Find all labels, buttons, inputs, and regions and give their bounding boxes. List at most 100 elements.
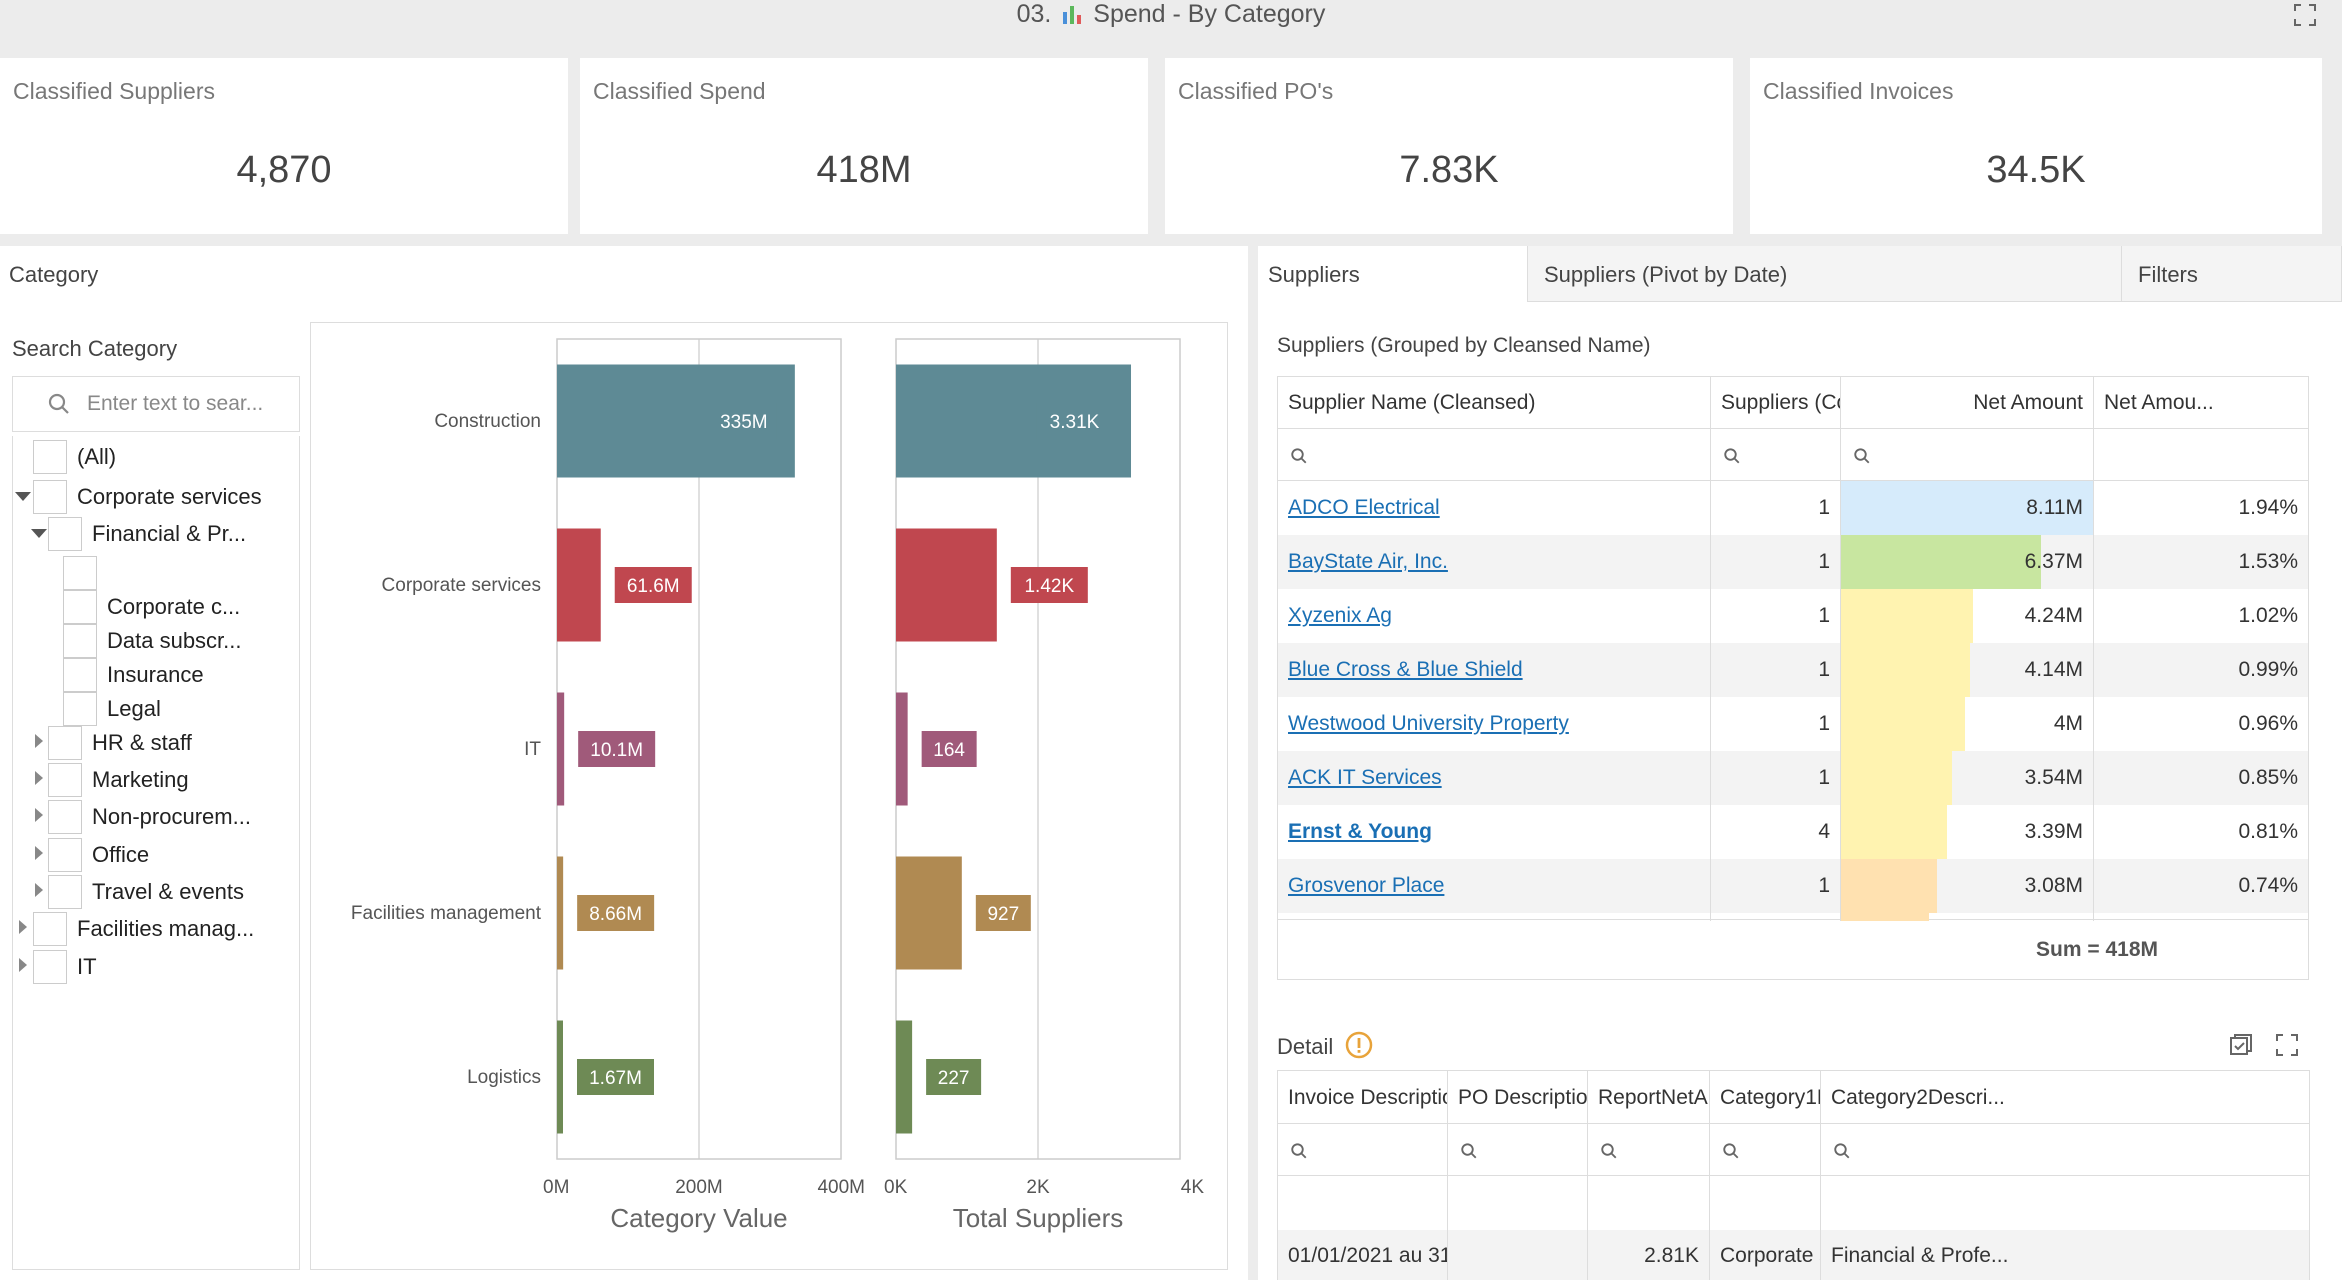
supplier-name-cell: BayState Air, Inc. <box>1278 535 1711 589</box>
kpi-card-suppliers[interactable]: Classified Suppliers 4,870 <box>0 58 568 234</box>
supplier-link[interactable]: Westwood University Property <box>1288 712 1569 735</box>
kpi-card-spend[interactable]: Classified Spend 418M <box>580 58 1148 234</box>
table-row[interactable]: Grosvenor Place 1 3.08M 0.74% <box>1278 859 2308 913</box>
filter-cell[interactable] <box>1841 429 2094 481</box>
tree-checkbox[interactable] <box>63 624 97 658</box>
column-header[interactable]: Net Amount <box>1841 377 2094 429</box>
detail-cell[interactable]: Corporate s... <box>1710 1230 1821 1280</box>
supplier-link[interactable]: ACK IT Services <box>1288 766 1442 789</box>
column-header[interactable]: Net Amou... <box>2094 377 2308 429</box>
tree-item[interactable]: Non-procurem... <box>13 796 299 836</box>
table-row[interactable]: ADCO Electrical 1 8.11M 1.94% <box>1278 481 2308 535</box>
tree-item[interactable]: Travel & events <box>13 871 299 911</box>
filter-cell[interactable] <box>1711 429 1841 481</box>
tab-filters[interactable]: Filters <box>2122 246 2342 302</box>
detail-cell[interactable]: Financial & Profe... <box>1821 1230 2310 1280</box>
kpi-card-pos[interactable]: Classified PO's 7.83K <box>1165 58 1733 234</box>
table-row[interactable]: ACK IT Services 1 3.54M 0.85% <box>1278 751 2308 805</box>
column-header[interactable]: Category1D... <box>1710 1070 1821 1124</box>
table-row[interactable]: Ernst & Young 4 3.39M 0.81% <box>1278 805 2308 859</box>
tree-checkbox[interactable] <box>48 726 82 760</box>
tree-checkbox[interactable] <box>63 556 97 590</box>
chevron-right-icon[interactable] <box>35 734 43 748</box>
bar <box>557 692 565 806</box>
supplier-link[interactable]: Xyzenix Ag <box>1288 604 1392 627</box>
kpi-card-invoices[interactable]: Classified Invoices 34.5K <box>1750 58 2322 234</box>
tree-checkbox[interactable] <box>33 480 67 514</box>
supplier-link[interactable]: BayState Air, Inc. <box>1288 550 1448 573</box>
filter-cell[interactable] <box>1278 429 1711 481</box>
tree-item[interactable]: Corporate services <box>13 476 299 516</box>
tree-item[interactable]: Insurance <box>13 654 299 694</box>
category-label: Logistics <box>467 1067 541 1088</box>
supplier-link[interactable]: Ernst & Young <box>1288 820 1432 843</box>
detail-cell[interactable]: 01/01/2021 au 31/0... <box>1278 1230 1448 1280</box>
tree-item[interactable]: HR & staff <box>13 722 299 762</box>
fullscreen-icon[interactable] <box>2274 1032 2300 1063</box>
tree-item[interactable]: Legal <box>13 688 299 728</box>
column-header[interactable]: Supplier Name (Cleansed) <box>1278 377 1711 429</box>
table-row[interactable]: Westwood University Property 1 4M 0.96% <box>1278 697 2308 751</box>
tab-suppliers[interactable]: Suppliers <box>1258 246 1528 302</box>
chevron-right-icon[interactable] <box>19 958 27 972</box>
fullscreen-icon[interactable] <box>2292 2 2320 30</box>
tree-checkbox[interactable] <box>48 763 82 797</box>
chevron-down-icon[interactable] <box>15 492 31 501</box>
tree-item[interactable]: Marketing <box>13 759 299 799</box>
column-header[interactable]: Category2Descri... <box>1821 1070 2310 1124</box>
tree-item[interactable]: Office <box>13 834 299 874</box>
supplier-link[interactable]: Blue Cross & Blue Shield <box>1288 658 1523 681</box>
tree-checkbox[interactable] <box>33 950 67 984</box>
detail-cell[interactable] <box>1448 1230 1588 1280</box>
column-header[interactable]: PO Description <box>1448 1070 1588 1124</box>
supplier-count-cell: 1 <box>1711 481 1841 535</box>
kpi-value: 418M <box>816 149 912 191</box>
tree-checkbox[interactable] <box>63 590 97 624</box>
tree-item[interactable]: Financial & Pr... <box>13 513 299 553</box>
tree-checkbox[interactable] <box>63 658 97 692</box>
filter-cell[interactable] <box>1588 1124 1710 1176</box>
tree-item[interactable]: (All) <box>13 436 299 476</box>
chevron-right-icon[interactable] <box>35 808 43 822</box>
empty-cell <box>1821 1176 2310 1230</box>
chevron-right-icon[interactable] <box>35 846 43 860</box>
filter-cell[interactable] <box>1710 1124 1821 1176</box>
supplier-link[interactable]: ADCO Electrical <box>1288 496 1440 519</box>
detail-cell[interactable]: 2.81K <box>1588 1230 1710 1280</box>
table-row[interactable]: Blue Cross & Blue Shield 1 4.14M 0.99% <box>1278 643 2308 697</box>
kpi-value: 4,870 <box>236 149 332 191</box>
tree-item[interactable]: IT <box>13 946 299 986</box>
tree-item[interactable]: Data subscr... <box>13 620 299 660</box>
table-row[interactable]: Xyzenix Ag 1 4.24M 1.02% <box>1278 589 2308 643</box>
tick-label: 0M <box>543 1177 569 1198</box>
select-all-icon[interactable] <box>2228 1032 2254 1063</box>
tree-item[interactable]: Corporate c... <box>13 586 299 626</box>
chevron-right-icon[interactable] <box>35 771 43 785</box>
empty-cell <box>1278 1176 1448 1230</box>
tree-item-label: Legal <box>107 696 161 721</box>
tree-checkbox[interactable] <box>48 800 82 834</box>
tree-checkbox[interactable] <box>33 912 67 946</box>
tab-suppliers-pivot[interactable]: Suppliers (Pivot by Date) <box>1528 246 2122 302</box>
warning-icon[interactable] <box>1344 1030 1374 1065</box>
supplier-link[interactable]: Grosvenor Place <box>1288 874 1445 897</box>
tree-checkbox[interactable] <box>33 440 67 474</box>
tree-checkbox[interactable] <box>63 692 97 726</box>
column-header[interactable]: Invoice Description <box>1278 1070 1448 1124</box>
chevron-right-icon[interactable] <box>35 883 43 897</box>
chevron-right-icon[interactable] <box>19 920 27 934</box>
filter-cell[interactable] <box>1821 1124 2310 1176</box>
filter-cell[interactable] <box>1448 1124 1588 1176</box>
tree-checkbox[interactable] <box>48 517 82 551</box>
chevron-down-icon[interactable] <box>31 529 47 538</box>
column-header[interactable]: Suppliers (Cou... <box>1711 377 1841 429</box>
tree-checkbox[interactable] <box>48 875 82 909</box>
search-icon <box>47 392 71 421</box>
tree-item[interactable] <box>13 552 299 592</box>
tree-checkbox[interactable] <box>48 838 82 872</box>
category-search-input[interactable]: Enter text to sear... <box>12 376 300 432</box>
table-row[interactable]: BayState Air, Inc. 1 6.37M 1.53% <box>1278 535 2308 589</box>
column-header[interactable]: ReportNetA... <box>1588 1070 1710 1124</box>
tree-item[interactable]: Facilities manag... <box>13 908 299 948</box>
filter-cell[interactable] <box>1278 1124 1448 1176</box>
